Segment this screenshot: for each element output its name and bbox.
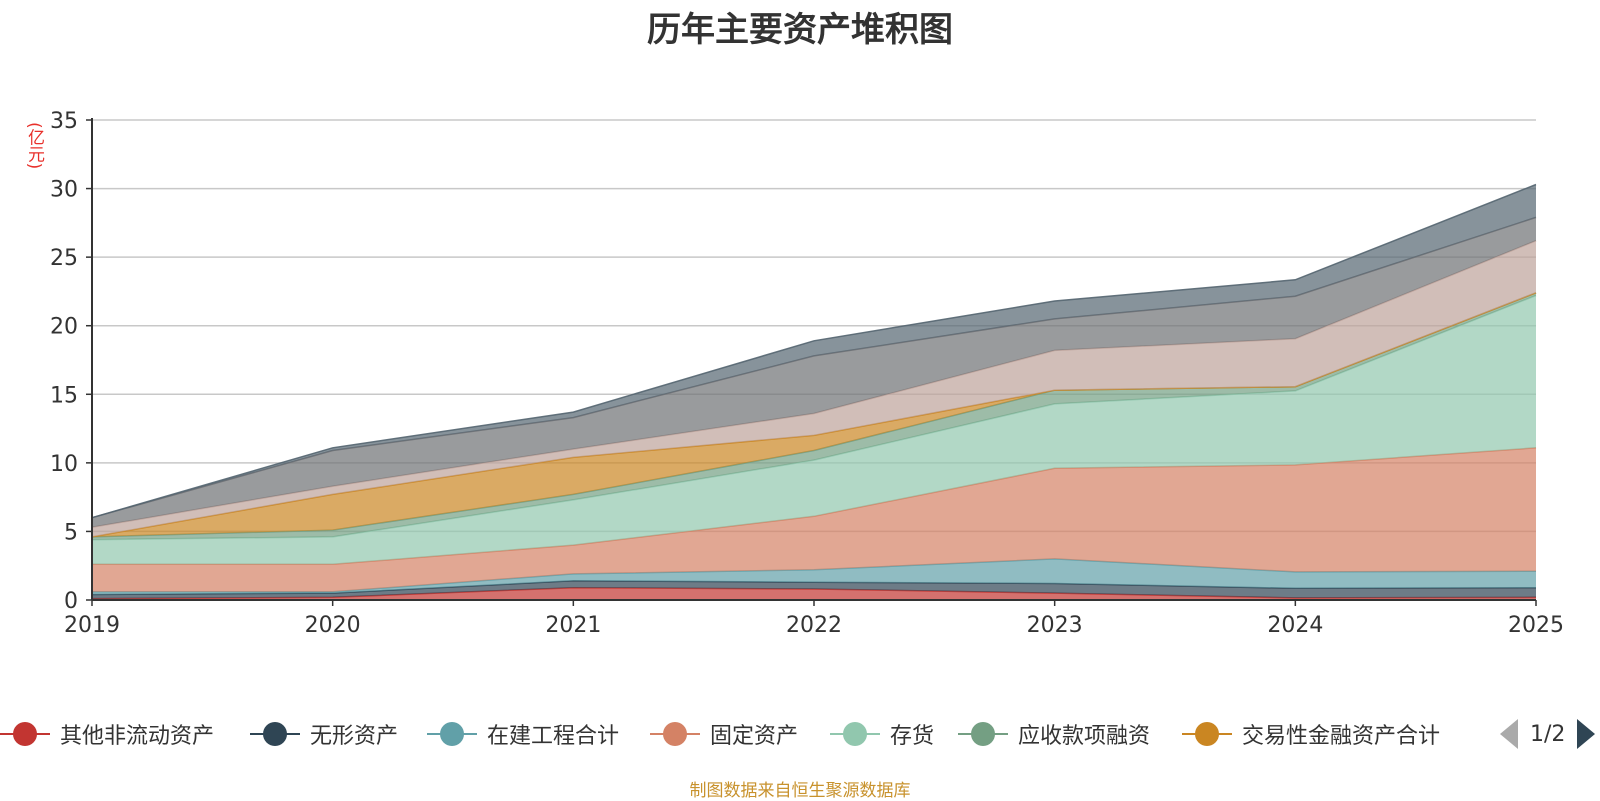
y-tick-label-25: 25 (50, 246, 78, 271)
y-tick-label-35: 35 (50, 109, 78, 134)
legend-marker-icon (0, 721, 50, 747)
legend-marker-icon (650, 721, 700, 747)
legend-label: 其他非流动资产 (60, 724, 215, 749)
legend-item[interactable]: 存货 (830, 712, 934, 756)
legend-label: 在建工程合计 (487, 724, 620, 749)
legend-label: 无形资产 (310, 724, 399, 749)
y-axis-unit-label: (亿元) (24, 122, 44, 170)
x-tick-label-2022: 2022 (786, 613, 842, 638)
chart-title: 历年主要资产堆积图 (647, 10, 953, 50)
legend-label: 应收款项融资 (1018, 724, 1151, 749)
legend-prev-page-button[interactable] (1500, 719, 1518, 749)
y-tick-label-20: 20 (50, 315, 78, 340)
y-tick-label-30: 30 (50, 178, 78, 203)
x-tick-label-2023: 2023 (1027, 613, 1083, 638)
x-tick-label-2019: 2019 (64, 613, 120, 638)
x-tick-label-2024: 2024 (1267, 613, 1323, 638)
legend-label: 存货 (890, 724, 935, 749)
legend-next-page-button[interactable] (1577, 719, 1596, 749)
legend-item[interactable]: 其他非流动资产 (0, 712, 214, 756)
legend-marker-icon (958, 721, 1008, 747)
area-series-6 (92, 292, 1536, 537)
legend-item[interactable]: 在建工程合计 (427, 712, 619, 756)
legend-pager: 1/2 (1500, 716, 1596, 752)
x-tick-label-2021: 2021 (545, 613, 601, 638)
legend-item[interactable]: 固定资产 (650, 712, 798, 756)
y-tick-label-5: 5 (64, 520, 78, 545)
area-series-3 (92, 447, 1536, 592)
y-tick-label-10: 10 (50, 452, 78, 477)
legend-item[interactable]: 应收款项融资 (958, 712, 1150, 756)
legend-marker-icon (1182, 721, 1232, 747)
area-series-2 (92, 558, 1536, 595)
legend-label: 交易性金融资产合计 (1242, 724, 1441, 749)
area-series-9 (92, 184, 1536, 518)
area-series-7 (92, 240, 1536, 537)
area-series-1 (92, 580, 1536, 599)
area-series-4 (92, 295, 1536, 565)
legend-label: 固定资产 (710, 724, 799, 749)
legend-marker-icon (427, 721, 477, 747)
legend-item[interactable]: 交易性金融资产合计 (1182, 712, 1440, 756)
line-series-9 (91, 183, 1537, 519)
area-series-0 (92, 587, 1536, 600)
area-series-8 (92, 217, 1536, 528)
y-tick-label-15: 15 (50, 383, 78, 408)
legend-page-indicator: 1/2 (1530, 721, 1566, 747)
legend-marker-icon (830, 721, 880, 747)
x-tick-label-2025: 2025 (1508, 613, 1564, 638)
legend-item[interactable]: 无形资产 (250, 712, 398, 756)
x-tick-label-2020: 2020 (305, 613, 361, 638)
data-source-footer: 制图数据来自恒生聚源数据库 (689, 781, 911, 801)
legend: 其他非流动资产 无形资产 在建工程合计 固定资产 存货 应收款项融资 交易性金融资产合计 (0, 712, 1600, 756)
legend-marker-icon (250, 721, 300, 747)
y-tick-label-0: 0 (64, 589, 78, 614)
